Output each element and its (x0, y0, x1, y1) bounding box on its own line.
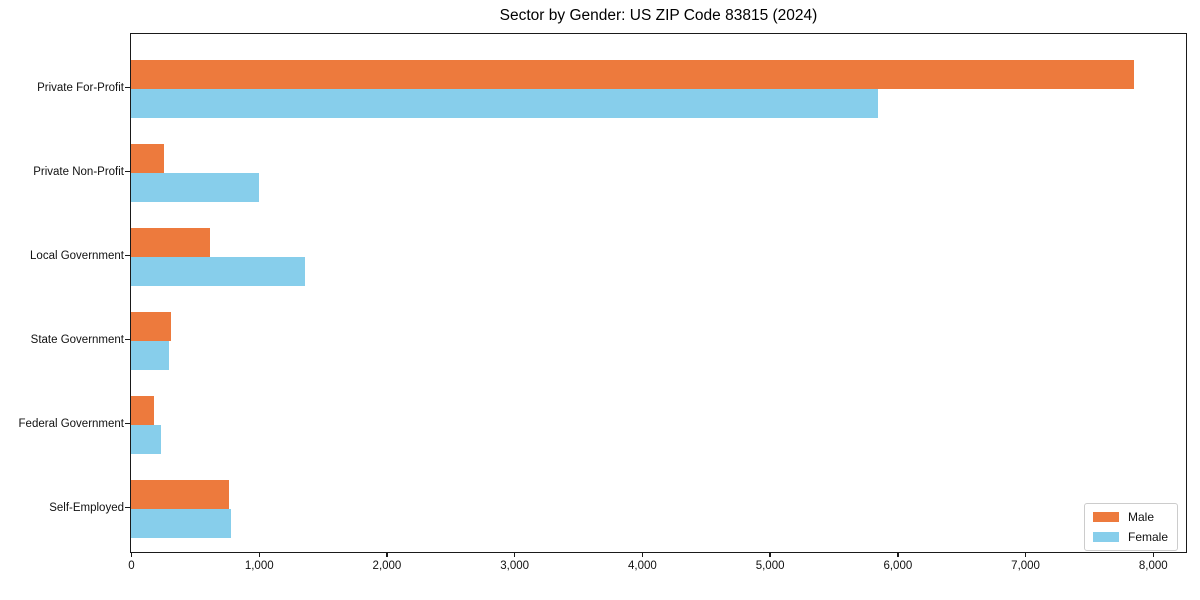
y-axis-label: Private Non-Profit (33, 166, 124, 178)
legend-swatch-female (1092, 532, 1119, 542)
x-axis-tick (1024, 553, 1027, 557)
x-axis-tick (897, 553, 899, 557)
plot-area (130, 33, 1187, 553)
bar-male-5 (131, 480, 229, 509)
x-axis-tick-label: 3,000 (500, 560, 530, 572)
y-axis-tick (125, 171, 130, 173)
legend-entry-female: Female (1092, 530, 1168, 544)
x-axis-tick (641, 553, 644, 557)
y-axis-tick (125, 507, 130, 509)
legend-swatch-male (1092, 512, 1119, 522)
chart-title: Sector by Gender: US ZIP Code 83815 (202… (499, 7, 818, 24)
legend-label-male: Male (1127, 510, 1154, 524)
bar-female-3 (131, 341, 170, 370)
y-axis-tick (125, 255, 130, 257)
x-axis-tick-label: 4,000 (628, 560, 657, 572)
x-axis-tick-label: 5,000 (755, 560, 785, 572)
legend-label-female: Female (1127, 530, 1168, 544)
y-axis-label: Private For-Profit (37, 82, 124, 94)
x-axis-tick-label: 6,000 (883, 560, 913, 572)
x-axis-tick (1152, 553, 1154, 557)
bar-female-0 (131, 89, 879, 118)
x-axis-tick (130, 553, 133, 557)
y-axis-label: Federal Government (18, 418, 124, 430)
y-axis-label: Self-Employed (49, 502, 124, 514)
bar-female-4 (131, 425, 161, 454)
x-axis-tick (769, 553, 771, 557)
y-axis-tick (125, 423, 130, 425)
x-axis-tick-label: 0 (128, 560, 135, 572)
bar-male-0 (131, 60, 1134, 89)
y-axis-label: Local Government (30, 250, 124, 262)
y-axis-label: State Government (30, 334, 124, 346)
bar-male-4 (131, 396, 154, 425)
x-axis-tick-label: 8,000 (1138, 560, 1168, 572)
legend-entry-male: Male (1092, 510, 1168, 524)
bar-female-1 (131, 173, 259, 202)
bar-male-2 (131, 228, 211, 257)
y-axis-tick (125, 87, 130, 89)
bar-female-5 (131, 509, 232, 538)
y-axis-tick (125, 339, 130, 341)
x-axis-tick-label: 1,000 (244, 560, 274, 572)
x-axis-tick (386, 553, 388, 557)
x-axis-tick (513, 553, 516, 557)
x-axis-tick-label: 7,000 (1011, 560, 1040, 572)
bar-male-1 (131, 144, 165, 173)
bar-male-3 (131, 312, 172, 341)
x-axis-tick (258, 553, 260, 557)
x-axis-tick-label: 2,000 (372, 560, 402, 572)
legend: Male Female (1083, 503, 1178, 551)
bar-female-2 (131, 257, 305, 286)
